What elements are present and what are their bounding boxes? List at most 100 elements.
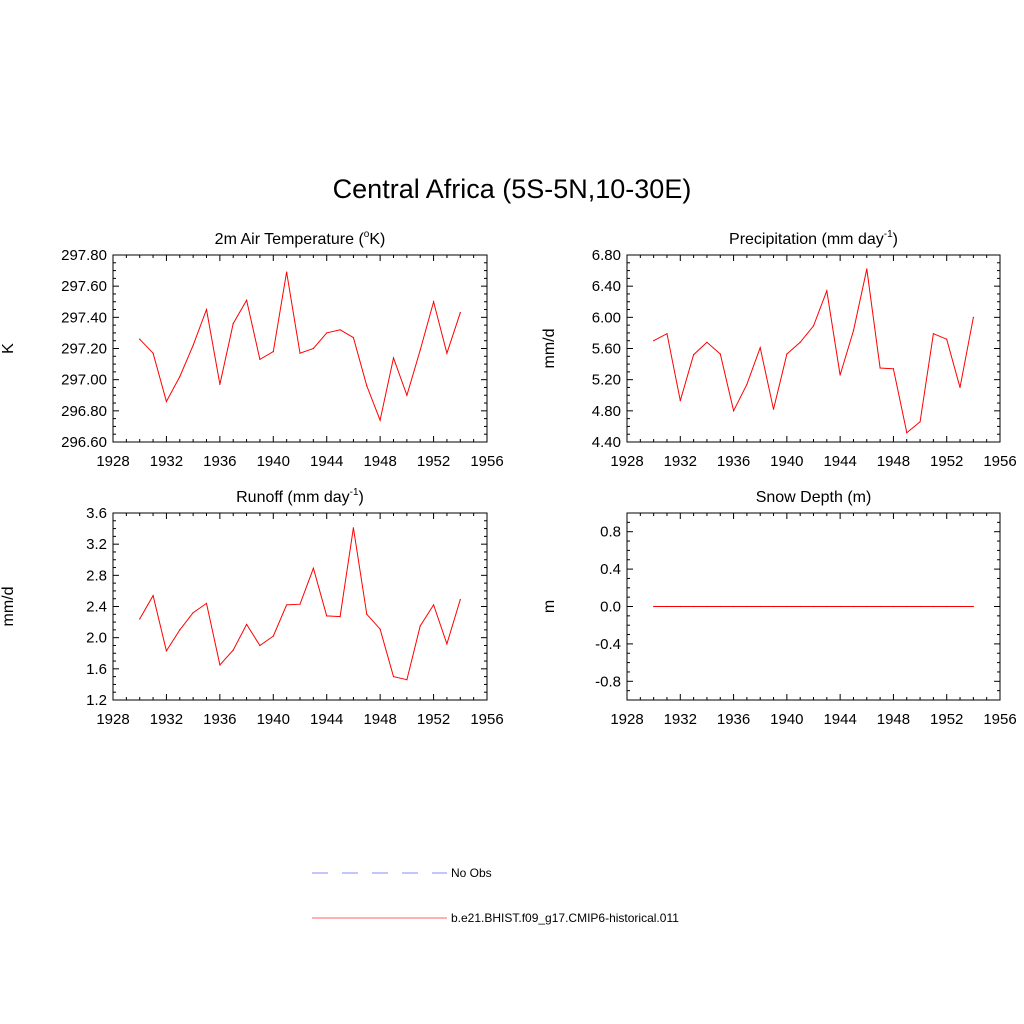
data-point	[326, 615, 328, 617]
data-point	[959, 386, 961, 389]
data-point	[772, 605, 775, 608]
series-line	[139, 272, 461, 422]
data-point	[719, 353, 721, 355]
y-tick-label: 0.4	[600, 561, 621, 578]
data-point	[165, 400, 168, 403]
x-tick-label: 1932	[664, 453, 697, 470]
data-point	[946, 338, 948, 340]
data-point	[299, 352, 301, 354]
plot-frame	[626, 254, 1001, 443]
data-point	[919, 605, 921, 608]
data-point	[786, 605, 788, 608]
data-point	[392, 676, 395, 678]
x-tick-label: 1948	[877, 711, 910, 728]
data-point	[732, 605, 735, 608]
data-point	[812, 605, 815, 608]
y-tick-label: 2.8	[86, 567, 107, 584]
data-point	[459, 598, 461, 601]
y-tick-label: 1.2	[86, 692, 107, 709]
x-tick-label: 1944	[823, 453, 856, 470]
panel-title-superscript: o	[364, 229, 370, 240]
panel-2: 1928 1932 1936 1940 1944 1948 1952 1956 1.2 1.6 2.…	[0, 487, 504, 728]
y-tick-label: 297.20	[61, 341, 107, 358]
y-tick-label: 296.60	[61, 434, 107, 451]
data-point	[866, 605, 868, 608]
data-point	[852, 605, 855, 608]
y-tick-label: 4.40	[592, 434, 621, 451]
data-point	[379, 628, 381, 630]
data-point	[139, 338, 141, 340]
data-point	[366, 613, 368, 615]
x-tick-label: 1952	[417, 711, 450, 728]
data-point	[799, 341, 801, 343]
data-point	[732, 410, 735, 412]
series-line	[653, 268, 974, 434]
y-tick-label: 2.0	[86, 630, 107, 647]
data-point	[826, 605, 828, 608]
y-tick-label: 3.2	[86, 536, 107, 553]
y-axis-label: m	[541, 600, 558, 613]
x-tick-label: 1936	[717, 711, 750, 728]
data-point	[192, 612, 194, 614]
x-tick-label: 1952	[930, 711, 963, 728]
x-tick-label: 1956	[470, 453, 503, 470]
data-point	[406, 679, 408, 681]
data-point	[205, 308, 208, 311]
data-point	[232, 322, 234, 325]
data-point	[379, 419, 381, 421]
x-tick-label: 1948	[877, 453, 910, 470]
data-point	[799, 605, 801, 608]
x-tick-label: 1952	[930, 453, 963, 470]
data-point	[906, 432, 908, 434]
data-point	[972, 316, 974, 318]
y-tick-label: 3.6	[86, 505, 107, 522]
data-point	[339, 329, 341, 331]
x-tick-label: 1956	[470, 711, 503, 728]
y-tick-label: 297.60	[61, 278, 107, 295]
data-point	[746, 605, 748, 608]
data-point	[259, 644, 261, 647]
data-point	[219, 383, 221, 385]
data-point	[312, 347, 314, 350]
panel-title: Runoff (mm day-1)	[236, 487, 364, 506]
panel-title-superscript: -1	[884, 229, 893, 240]
data-point	[826, 290, 828, 292]
data-point	[432, 301, 435, 303]
x-tick-label: 1936	[717, 453, 750, 470]
x-tick-label: 1932	[150, 453, 183, 470]
x-tick-label: 1940	[770, 711, 803, 728]
data-point	[245, 299, 248, 301]
data-point	[366, 385, 368, 387]
data-point	[693, 354, 695, 356]
data-point	[959, 605, 961, 608]
data-point	[272, 635, 274, 637]
data-point	[432, 604, 435, 606]
x-tick-label: 1956	[983, 453, 1016, 470]
y-tick-label: 0.8	[600, 524, 621, 541]
panel-title: 2m Air Temperature (oK)	[215, 229, 386, 248]
data-point	[352, 336, 355, 339]
data-point	[152, 594, 154, 597]
data-point	[446, 643, 448, 645]
y-axis-label: K	[0, 343, 17, 354]
x-tick-label: 1932	[150, 711, 183, 728]
y-axis-label: mm/d	[541, 329, 558, 369]
data-point	[392, 357, 395, 359]
panel-title: Snow Depth (m)	[756, 489, 872, 506]
data-point	[653, 605, 655, 608]
data-point	[839, 605, 841, 608]
data-point	[312, 567, 314, 569]
data-point	[839, 374, 841, 376]
x-tick-label: 1944	[310, 711, 343, 728]
data-point	[286, 604, 288, 606]
data-point	[139, 618, 141, 620]
x-tick-label: 1948	[363, 711, 396, 728]
data-point	[245, 623, 248, 626]
data-point	[693, 605, 695, 608]
y-tick-label: 6.80	[592, 247, 621, 264]
data-point	[852, 329, 855, 332]
data-point	[179, 629, 181, 631]
y-tick-label: 6.40	[592, 278, 621, 295]
data-point	[679, 605, 681, 608]
